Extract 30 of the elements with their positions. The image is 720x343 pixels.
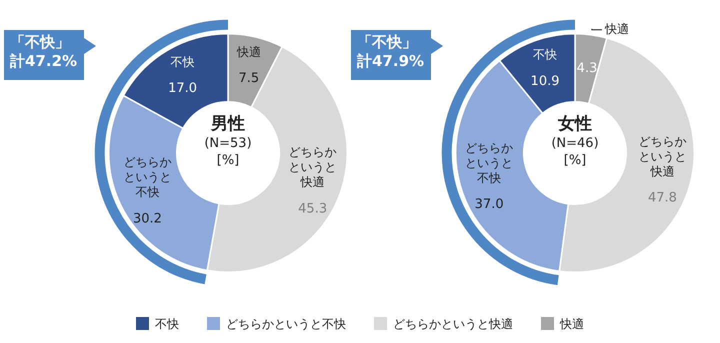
slice-label: どちらかというと不快 xyxy=(465,140,514,185)
text: (N=53) xyxy=(203,135,253,152)
legend-label: 快適 xyxy=(558,316,584,333)
text: (N=46) xyxy=(550,135,600,152)
text: 計47.9% xyxy=(357,52,426,71)
slice-label: 快適 xyxy=(604,22,629,36)
slice-label: 快適 xyxy=(236,44,261,59)
category-label: どちらかというと不快 xyxy=(123,155,172,200)
text: 女性 xyxy=(557,113,593,135)
text: 男性 xyxy=(210,113,246,135)
data-label: 30.2 xyxy=(132,211,162,226)
data-label: 37.0 xyxy=(474,197,504,212)
text: 「不快」 xyxy=(357,33,418,52)
legend-label: どちらかというと不快 xyxy=(225,316,346,333)
data-label: 7.5 xyxy=(238,71,260,86)
slice-label: 不快 xyxy=(533,48,558,62)
category-label: どちらかというと快適 xyxy=(288,145,337,190)
text: [%] xyxy=(216,152,240,169)
data-label: 17.0 xyxy=(168,81,198,96)
data-label: 10.9 xyxy=(530,74,560,89)
legend-label: どちらかというと快適 xyxy=(392,316,513,333)
text: [%] xyxy=(562,152,588,169)
data-label: 4.3 xyxy=(576,60,598,76)
slice-label: 不快 xyxy=(170,54,195,69)
text: 計47.2% xyxy=(10,52,78,71)
legend-label: 不快 xyxy=(154,316,179,333)
slice-label: どちらかというと快適 xyxy=(638,134,686,178)
data-label: 47.8 xyxy=(648,190,677,206)
text: 「不快」 xyxy=(10,33,71,52)
data-label: 45.3 xyxy=(298,201,328,216)
